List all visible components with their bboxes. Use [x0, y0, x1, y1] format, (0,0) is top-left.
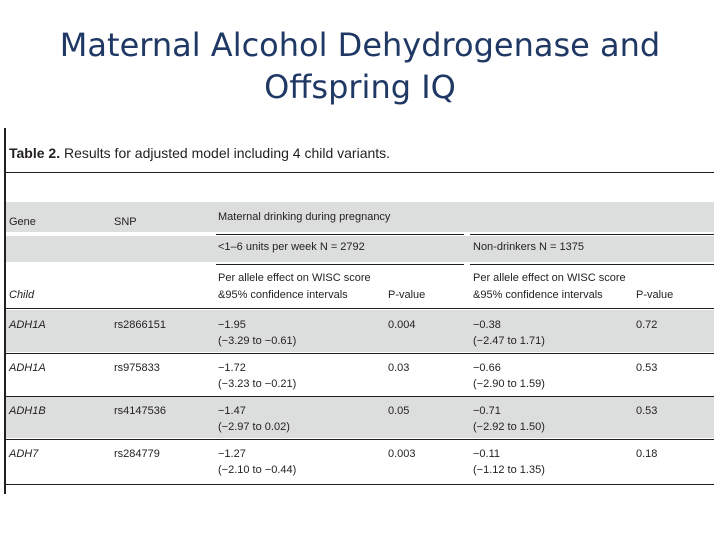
- table-cell-gene: ADH1A: [9, 319, 46, 331]
- row-shade-3: [6, 396, 714, 438]
- table-cell-g1-effect: −1.27: [218, 448, 246, 460]
- header-group2-effect: Per allele effect on WISC score: [473, 272, 626, 284]
- header-group2: Non-drinkers N = 1375: [473, 241, 584, 253]
- table-cell-g1-ci: (−2.10 to −0.44): [218, 464, 297, 476]
- header-group1-effect: Per allele effect on WISC score: [218, 272, 371, 284]
- row-shade-1: [6, 310, 714, 352]
- table-cell-g1-ci: (−3.23 to −0.21): [218, 378, 297, 390]
- table-cell-g1-ci: (−2.97 to 0.02): [218, 421, 290, 433]
- table-cell-g1-effect: −1.47: [218, 405, 246, 417]
- table-left-border: [4, 128, 6, 494]
- table-cell-g1-effect: −1.95: [218, 319, 246, 331]
- table-cell-snp: rs2866151: [114, 319, 166, 331]
- table-cell-g2-ci: (−2.90 to 1.59): [473, 378, 545, 390]
- table-cell-g2-effect: −0.71: [473, 405, 501, 417]
- rule-top: [6, 172, 714, 173]
- table-cell-g1-effect: −1.72: [218, 362, 246, 374]
- rule-header-bottom: [6, 308, 714, 309]
- header-group2-pvalue: P-value: [636, 289, 674, 301]
- table-cell-g1-ci: (−3.29 to −0.61): [218, 335, 297, 347]
- table-cell-gene: ADH1B: [9, 405, 46, 417]
- rule-group2-sub: [470, 264, 714, 265]
- header-group2-ci: &95% confidence intervals: [473, 289, 603, 301]
- header-shade-groups: [6, 236, 714, 262]
- header-group1-ci: &95% confidence intervals: [218, 289, 348, 301]
- table-cell-snp: rs284779: [114, 448, 160, 460]
- table-cell-g2-ci: (−2.47 to 1.71): [473, 335, 545, 347]
- header-shade-top: [6, 202, 714, 232]
- rule-group2: [470, 234, 714, 235]
- table-cell-g1-p: 0.03: [388, 362, 410, 374]
- table-cell-g1-p: 0.003: [388, 448, 416, 460]
- results-table-figure: Table 2. Results for adjusted model incl…: [4, 128, 714, 498]
- header-maternal-drinking: Maternal drinking during pregnancy: [218, 211, 391, 223]
- table-cell-g2-p: 0.53: [636, 405, 658, 417]
- slide-title-line-1: Maternal Alcohol Dehydrogenase and: [59, 26, 661, 64]
- header-group1-pvalue: P-value: [388, 289, 426, 301]
- table-cell-snp: rs975833: [114, 362, 160, 374]
- rule-bottom: [6, 484, 714, 485]
- slide-title-line-2: Offspring IQ: [264, 68, 456, 106]
- rule-row-1: [6, 353, 714, 354]
- table-cell-gene: ADH1A: [9, 362, 46, 374]
- header-snp: SNP: [114, 216, 137, 228]
- table-cell-g2-ci: (−2.92 to 1.50): [473, 421, 545, 433]
- table-cell-g1-p: 0.004: [388, 319, 416, 331]
- table-cell-g2-ci: (−1.12 to 1.35): [473, 464, 545, 476]
- slide-title: Maternal Alcohol Dehydrogenase and Offsp…: [0, 24, 720, 108]
- table-caption-text: Results for adjusted model including 4 c…: [63, 145, 391, 161]
- table-cell-g2-p: 0.18: [636, 448, 658, 460]
- table-cell-g2-p: 0.53: [636, 362, 658, 374]
- table-cell-g2-effect: −0.66: [473, 362, 501, 374]
- header-gene: Gene: [9, 216, 36, 228]
- table-cell-g2-p: 0.72: [636, 319, 658, 331]
- table-caption: Table 2. Results for adjusted model incl…: [9, 145, 390, 161]
- table-cell-snp: rs4147536: [114, 405, 166, 417]
- rule-group1: [216, 234, 464, 235]
- table-cell-g2-effect: −0.38: [473, 319, 501, 331]
- rule-row-2: [6, 396, 714, 397]
- table-cell-g2-effect: −0.11: [473, 448, 501, 460]
- header-child: Child: [9, 289, 35, 301]
- rule-row-3: [6, 439, 714, 440]
- header-group1: <1–6 units per week N = 2792: [218, 241, 365, 253]
- table-caption-label: Table 2.: [9, 145, 61, 161]
- table-cell-g1-p: 0.05: [388, 405, 410, 417]
- rule-group1-sub: [216, 264, 464, 265]
- table-cell-gene: ADH7: [9, 448, 39, 460]
